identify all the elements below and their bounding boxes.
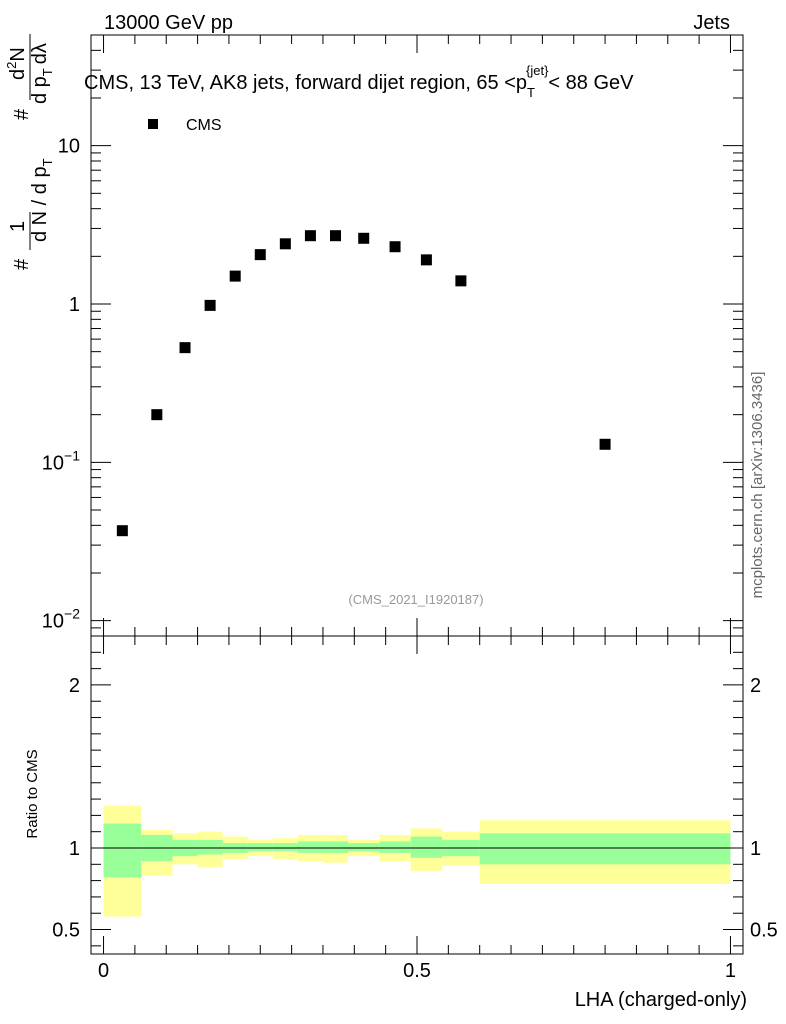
ratio-y-tick-label-2: 2: [69, 675, 80, 697]
main-y-tick-label-1: 10−1: [42, 447, 80, 474]
data-point-13: [599, 438, 611, 450]
ratio-y-tick-label-0: 0.5: [52, 920, 80, 942]
ylabel-sharp-1: #: [11, 258, 33, 270]
ratio-inner-band-3: [197, 839, 223, 855]
ratio-y-tick-label-right-1: 1: [750, 838, 761, 860]
ratio-inner-band-11: [410, 836, 443, 858]
main-y-axis-label: # 1 d N / d pT # d2N d pTdλ: [4, 34, 55, 270]
plot-title-prefix: CMS, 13 TeV, AK8 jets, forward dijet reg…: [84, 72, 527, 94]
x-tick-label-0: 0: [98, 960, 109, 982]
data-point-0: [116, 525, 128, 537]
x-tick-label-2: 1: [725, 960, 736, 982]
ratio-bands: [103, 805, 731, 917]
plot-title-suffix: < 88 GeV: [548, 72, 634, 94]
ratio-y-tick-label-1: 1: [69, 838, 80, 860]
main-y-tick-label-0: 10−2: [42, 606, 80, 633]
plot-title-sup: {jet}: [526, 63, 549, 78]
data-point-7: [304, 230, 316, 242]
ratio-panel-frame: [90, 635, 744, 955]
ylabel-one: 1: [7, 221, 29, 232]
data-point-10: [389, 241, 401, 253]
ratio-x-ticks: 0 0.5 1: [98, 636, 736, 982]
watermark: mcplots.cern.ch [arXiv:1306.3436]: [749, 372, 766, 599]
ylabel-numerator: d2N: [4, 47, 29, 80]
main-y-tick-label-3: 10: [58, 136, 80, 158]
x-tick-label-1: 0.5: [403, 960, 431, 982]
legend-label-cms: CMS: [186, 117, 222, 134]
data-point-12: [455, 275, 467, 287]
ylabel-sharp-2: #: [11, 108, 33, 120]
category-label: Jets: [693, 12, 730, 34]
energy-label: 13000 GeV pp: [104, 12, 233, 34]
ratio-inner-band-7: [297, 841, 323, 853]
data-point-9: [358, 232, 370, 244]
ylabel-denominator: d pTdλ: [29, 43, 55, 104]
legend-marker-cms: [148, 119, 158, 129]
data-point-11: [420, 254, 432, 266]
data-point-3: [204, 299, 216, 311]
main-y-tick-label-2: 1: [69, 294, 80, 316]
main-x-ticks: [103, 35, 731, 636]
data-point-5: [254, 249, 266, 261]
ratio-inner-band-6: [272, 843, 298, 852]
main-y-ticks: 10−2 10−1 1 10: [42, 34, 743, 637]
data-point-1: [151, 409, 163, 421]
data-point-4: [229, 270, 241, 282]
ratio-inner-band-0: [103, 823, 142, 878]
plot-title: CMS, 13 TeV, AK8 jets, forward dijet reg…: [84, 63, 634, 100]
ratio-y-ticks: 0.5 0.5 1 1 2 2: [52, 651, 778, 947]
data-point-2: [179, 342, 191, 354]
ratio-inner-band-10: [379, 841, 411, 853]
ratio-y-tick-label-right-2: 2: [750, 675, 761, 697]
ratio-inner-band-5: [247, 843, 273, 852]
x-axis-label: LHA (charged-only): [575, 989, 747, 1011]
ratio-inner-band-8: [322, 841, 349, 853]
plot-title-sub: T: [527, 85, 535, 100]
ratio-y-axis-label: Ratio to CMS: [24, 749, 41, 838]
analysis-id: (CMS_2021_I1920187): [348, 592, 483, 607]
ratio-y-tick-label-right-0: 0.5: [750, 920, 778, 942]
data-point-6: [279, 238, 291, 250]
ratio-inner-band-9: [348, 843, 380, 852]
cms-data-markers: [116, 230, 611, 537]
ratio-inner-band-13: [479, 833, 731, 865]
data-point-8: [330, 230, 341, 242]
ylabel-dN-dpT: d N / d pT: [29, 158, 55, 242]
